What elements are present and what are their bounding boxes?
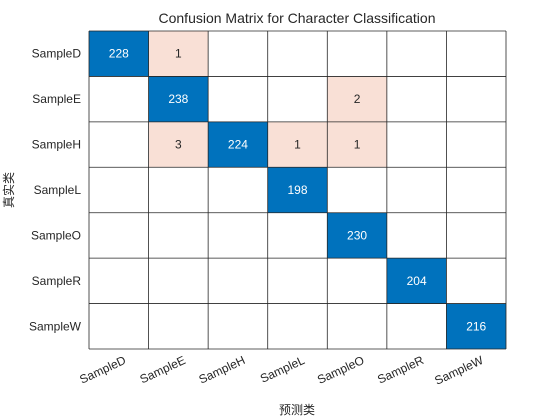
matrix-cell-SampleO-SampleH xyxy=(208,212,268,259)
matrix-cell-SampleW-SampleE xyxy=(148,303,209,349)
matrix-cell-SampleL-SampleH xyxy=(208,167,268,213)
matrix-cell-SampleL-SampleE xyxy=(148,167,209,213)
matrix-cell-SampleL-SampleL xyxy=(267,167,328,213)
cell-value-SampleW-SampleW: 216 xyxy=(466,319,486,333)
cell-value-SampleD-SampleE: 1 xyxy=(175,47,182,61)
row-tick-SampleE: SampleE xyxy=(32,92,81,106)
matrix-grid xyxy=(88,30,507,350)
matrix-cell-SampleR-SampleR xyxy=(386,258,447,304)
matrix-cell-SampleE-SampleW xyxy=(446,76,506,122)
matrix-cell-SampleE-SampleL xyxy=(267,76,328,122)
matrix-cell-SampleO-SampleO xyxy=(327,212,387,259)
matrix-cell-SampleE-SampleO xyxy=(327,76,387,122)
matrix-cell-SampleR-SampleE xyxy=(148,258,209,304)
matrix-cell-SampleO-SampleD xyxy=(89,212,149,259)
col-tick-SampleD: SampleD xyxy=(77,353,128,387)
matrix-cell-SampleE-SampleE xyxy=(148,76,209,122)
matrix-cell-SampleD-SampleO xyxy=(327,31,387,77)
matrix-cell-SampleL-SampleO xyxy=(327,167,387,213)
cell-value-SampleL-SampleL: 198 xyxy=(287,183,307,197)
matrix-cell-SampleL-SampleR xyxy=(386,167,447,213)
cell-value-SampleR-SampleR: 204 xyxy=(407,274,427,288)
cell-value-SampleE-SampleE: 238 xyxy=(168,92,188,106)
row-tick-SampleH: SampleH xyxy=(32,138,81,152)
matrix-cell-SampleL-SampleW xyxy=(446,167,506,213)
matrix-cell-SampleD-SampleH xyxy=(208,31,268,77)
row-tick-SampleO: SampleO xyxy=(31,228,81,242)
col-tick-SampleH: SampleH xyxy=(197,353,248,387)
matrix-cell-SampleO-SampleR xyxy=(386,212,447,259)
matrix-cell-SampleR-SampleL xyxy=(267,258,328,304)
matrix-cell-SampleH-SampleO xyxy=(327,121,387,168)
matrix-cell-SampleH-SampleD xyxy=(89,121,149,168)
matrix-cell-SampleO-SampleL xyxy=(267,212,328,259)
matrix-cell-SampleR-SampleO xyxy=(327,258,387,304)
y-axis-label: 真实类 xyxy=(1,172,16,208)
matrix-cell-SampleW-SampleW xyxy=(446,303,506,349)
matrix-cell-SampleE-SampleD xyxy=(89,76,149,122)
matrix-cell-SampleE-SampleH xyxy=(208,76,268,122)
cell-value-SampleH-SampleE: 3 xyxy=(175,138,182,152)
cell-value-SampleD-SampleD: 228 xyxy=(109,47,129,61)
chart-title: Confusion Matrix for Character Classific… xyxy=(159,10,436,26)
cell-value-SampleH-SampleO: 1 xyxy=(354,138,361,152)
matrix-cell-SampleO-SampleW xyxy=(446,212,506,259)
row-tick-labels: SampleD SampleE SampleH SampleL SampleO Sampl… xyxy=(29,47,82,334)
x-axis-label: 预测类 xyxy=(279,403,315,417)
matrix-cell-SampleW-SampleD xyxy=(89,303,149,349)
col-tick-SampleO: SampleO xyxy=(315,353,366,387)
matrix-cell-SampleD-SampleL xyxy=(267,31,328,77)
cell-value-SampleH-SampleL: 1 xyxy=(294,138,301,152)
row-tick-SampleL: SampleL xyxy=(34,183,82,197)
row-tick-SampleW: SampleW xyxy=(29,319,82,333)
matrix-cell-SampleD-SampleE xyxy=(148,31,209,77)
matrix-cells: 228 1 238 2 3 224 1 1 198 230 204 216 xyxy=(89,31,506,349)
cell-value-SampleH-SampleH: 224 xyxy=(228,138,248,152)
matrix-cell-SampleH-SampleR xyxy=(386,121,447,168)
matrix-cell-SampleH-SampleH xyxy=(208,121,268,168)
cell-value-SampleE-SampleO: 2 xyxy=(354,92,361,106)
matrix-cell-SampleH-SampleL xyxy=(267,121,328,168)
matrix-cell-SampleD-SampleR xyxy=(386,31,447,77)
matrix-cell-SampleH-SampleW xyxy=(446,121,506,168)
col-tick-SampleL: SampleL xyxy=(258,353,307,386)
cell-value-SampleO-SampleO: 230 xyxy=(347,228,367,242)
row-tick-SampleR: SampleR xyxy=(32,274,82,288)
col-tick-SampleE: SampleE xyxy=(138,353,188,386)
matrix-cell-SampleW-SampleH xyxy=(208,303,268,349)
matrix-cell-SampleD-SampleW xyxy=(446,31,506,77)
matrix-cell-SampleW-SampleL xyxy=(267,303,328,349)
matrix-cell-SampleW-SampleO xyxy=(327,303,387,349)
col-tick-SampleR: SampleR xyxy=(375,353,426,387)
matrix-cell-SampleR-SampleH xyxy=(208,258,268,304)
col-tick-SampleW: SampleW xyxy=(432,353,486,388)
row-tick-SampleD: SampleD xyxy=(32,47,82,61)
matrix-cell-SampleE-SampleR xyxy=(386,76,447,122)
matrix-cell-SampleH-SampleE xyxy=(148,121,209,168)
matrix-cell-SampleO-SampleE xyxy=(148,212,209,259)
column-tick-labels: SampleD SampleE SampleH SampleL SampleO Sampl… xyxy=(77,353,486,388)
matrix-cell-SampleW-SampleR xyxy=(386,303,447,349)
matrix-cell-SampleR-SampleD xyxy=(89,258,149,304)
matrix-cell-SampleD-SampleD xyxy=(89,31,149,77)
matrix-cell-SampleL-SampleD xyxy=(89,167,149,213)
matrix-cell-SampleR-SampleW xyxy=(446,258,506,304)
